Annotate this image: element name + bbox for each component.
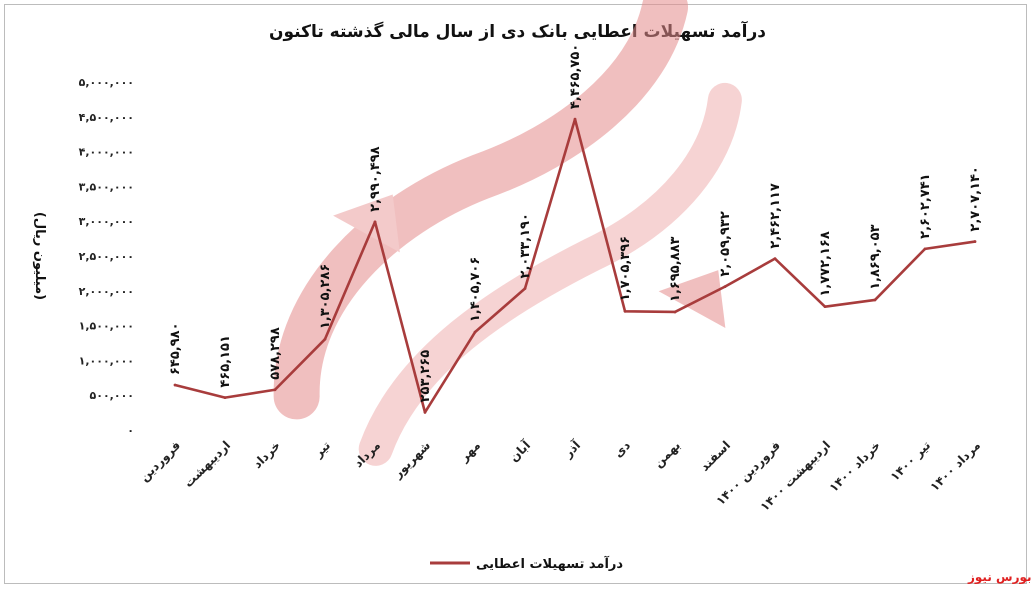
y-tick-label: ۳,۰۰۰,۰۰۰ bbox=[79, 215, 134, 228]
data-point bbox=[423, 410, 427, 414]
data-label: ۴,۴۶۵,۷۵۰ bbox=[568, 44, 583, 109]
x-tick-label: اردیبهشت bbox=[181, 438, 233, 490]
x-tick-label: بهمن bbox=[651, 438, 683, 470]
x-tick-label: آذر bbox=[560, 437, 584, 461]
x-tick-label: فروردین bbox=[137, 438, 184, 485]
y-tick-label: ۰ bbox=[127, 424, 134, 437]
data-label: ۲,۹۹۰,۴۹۸ bbox=[368, 146, 383, 211]
data-point bbox=[773, 257, 777, 261]
y-tick-label: ۵۰۰,۰۰۰ bbox=[90, 389, 134, 402]
data-point bbox=[623, 309, 627, 313]
data-label: ۱,۷۰۵,۳۹۶ bbox=[618, 236, 633, 301]
x-tick-label: شهریور bbox=[390, 438, 434, 482]
y-tick-label: ۱,۵۰۰,۰۰۰ bbox=[79, 320, 134, 333]
data-point bbox=[323, 337, 327, 341]
y-tick-label: ۵,۰۰۰,۰۰۰ bbox=[79, 76, 134, 89]
data-point bbox=[373, 220, 377, 224]
x-tick-label: مهر bbox=[456, 438, 483, 465]
data-point bbox=[273, 388, 277, 392]
y-tick-label: ۴,۰۰۰,۰۰۰ bbox=[79, 146, 134, 159]
y-tick-label: ۲,۵۰۰,۰۰۰ bbox=[79, 250, 134, 263]
y-tick-label: ۱,۰۰۰,۰۰۰ bbox=[79, 354, 134, 367]
y-axis-label: (میلیون ریال) bbox=[32, 212, 47, 300]
source-label: بورس نیوز bbox=[968, 570, 1032, 584]
data-label: ۲,۰۳۳,۱۹۰ bbox=[518, 213, 533, 278]
data-label: ۴۶۵,۱۵۱ bbox=[218, 335, 233, 388]
y-tick-label: ۳,۵۰۰,۰۰۰ bbox=[79, 180, 134, 193]
data-point bbox=[573, 117, 577, 121]
data-point bbox=[973, 240, 977, 243]
x-tick-label: تیر ۱۴۰۰ bbox=[888, 438, 933, 483]
data-point bbox=[223, 396, 227, 400]
data-label: ۲۵۳,۲۶۵ bbox=[418, 350, 433, 403]
data-point bbox=[473, 330, 477, 334]
data-point bbox=[823, 305, 827, 309]
y-tick-label: ۲,۰۰۰,۰۰۰ bbox=[79, 285, 134, 298]
data-label: ۱,۴۰۵,۷۰۶ bbox=[468, 257, 483, 322]
data-label: ۱,۳۰۵,۲۸۶ bbox=[318, 264, 333, 329]
x-tick-label: دی bbox=[611, 438, 633, 460]
data-point bbox=[673, 310, 677, 314]
x-tick-label: خرداد bbox=[250, 438, 283, 471]
legend-label: درآمد تسهیلات اعطایی bbox=[476, 555, 623, 572]
data-label: ۲,۷۰۷,۱۴۰ bbox=[968, 166, 983, 231]
data-label: ۱,۸۶۹,۰۵۳ bbox=[868, 224, 883, 289]
data-point bbox=[723, 285, 727, 289]
x-tick-label: اسفند bbox=[697, 438, 733, 474]
data-label: ۵۷۸,۲۹۸ bbox=[268, 327, 283, 380]
data-label: ۲,۴۶۲,۱۱۷ bbox=[768, 183, 783, 248]
data-point bbox=[923, 247, 927, 251]
x-tick-label: تیر bbox=[311, 438, 334, 461]
x-tick-label: خرداد ۱۴۰۰ bbox=[827, 438, 884, 495]
data-label: ۱,۶۹۵,۸۸۳ bbox=[668, 236, 683, 301]
data-label: ۲,۶۰۲,۷۴۱ bbox=[918, 173, 933, 238]
y-tick-label: ۴,۵۰۰,۰۰۰ bbox=[79, 111, 134, 124]
x-tick-label: مرداد ۱۴۰۰ bbox=[927, 438, 983, 494]
data-point bbox=[173, 383, 177, 387]
data-label: ۲,۰۵۹,۹۳۲ bbox=[718, 211, 733, 276]
data-label: ۶۴۵,۹۸۰ bbox=[168, 322, 183, 375]
data-point bbox=[523, 287, 527, 290]
data-label: ۱,۷۷۲,۱۶۸ bbox=[818, 231, 833, 296]
x-tick-label: آبان bbox=[506, 437, 534, 465]
data-point bbox=[873, 298, 877, 302]
